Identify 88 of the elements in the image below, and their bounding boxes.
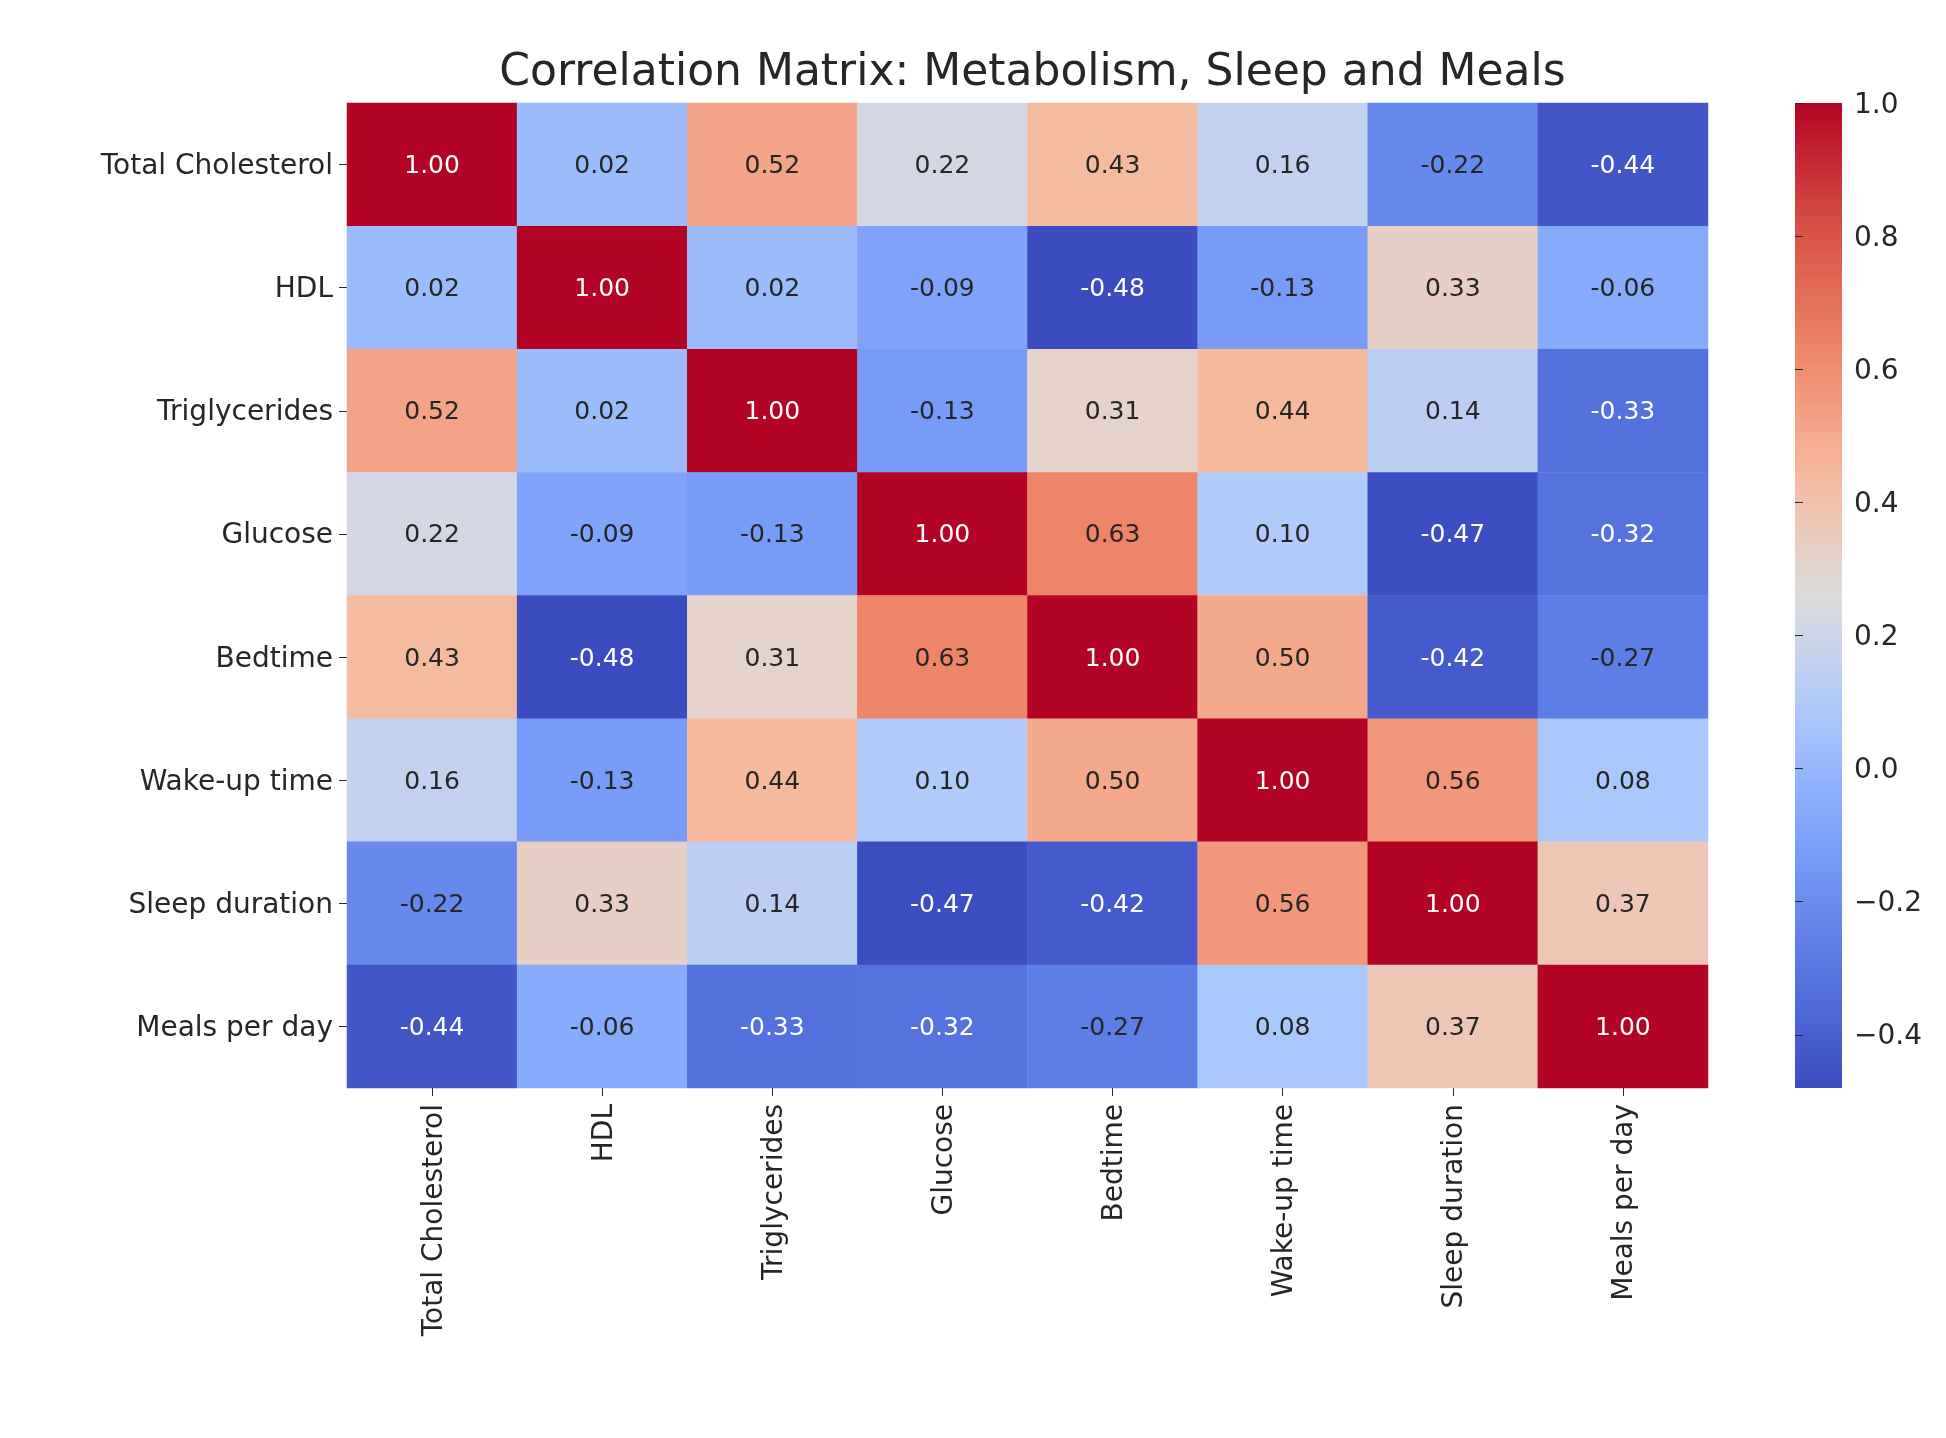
data-label: 0.56 [1254,888,1311,918]
data-label: 0.43 [1084,150,1141,180]
data-label: -0.48 [1080,273,1145,303]
data-label: 1.00 [574,273,631,303]
data-label: 0.14 [1424,396,1481,426]
data-label: 0.43 [404,642,460,672]
data-label: -0.42 [1420,642,1486,672]
data-label: 1.00 [914,519,971,549]
color-bar-label: −0.4 [1854,1018,1922,1052]
data-label: 0.14 [744,888,801,918]
data-label: -0.32 [1590,519,1656,549]
data-label: 0.44 [744,765,801,795]
y-tick-label: Total Cholesterol [99,148,333,182]
data-label: 0.31 [1084,396,1141,426]
data-label: 0.22 [914,150,971,180]
data-label: -0.13 [1250,273,1316,303]
data-label: 0.63 [1084,519,1141,549]
data-label: 0.50 [1254,642,1311,672]
data-label: -0.22 [1420,150,1486,180]
data-label: -0.22 [399,888,465,918]
color-bar-label: 0.4 [1854,485,1899,519]
data-label: 1.00 [404,150,460,180]
data-label: 0.10 [914,765,971,795]
data-label: 0.33 [574,888,631,918]
data-label: -0.13 [569,765,635,795]
y-tick-label: Bedtime [215,640,333,674]
data-label: 0.02 [744,273,801,303]
data-label: 0.08 [1595,765,1651,795]
y-tick-label: Sleep duration [128,886,333,920]
data-label: -0.33 [739,1011,805,1041]
data-label: -0.27 [1080,1011,1145,1041]
data-label: 0.02 [574,396,631,426]
data-label: 0.10 [1254,519,1311,549]
x-tick-label: HDL [585,1103,619,1163]
x-tick-label: Glucose [925,1104,959,1216]
color-bar-label: 0.0 [1854,752,1899,786]
data-label: 0.02 [404,273,460,303]
color-bar-label: 0.8 [1854,219,1899,253]
data-label: -0.32 [910,1011,975,1041]
color-bar-label: 1.0 [1854,86,1899,120]
data-label: -0.13 [910,396,975,426]
data-label: 0.33 [1424,273,1481,303]
data-label: 0.31 [744,642,801,672]
data-label: -0.06 [569,1011,635,1041]
data-label: 0.37 [1595,888,1651,918]
data-label: 0.50 [1084,765,1141,795]
data-label: -0.44 [1590,150,1656,180]
x-tick-label: Meals per day [1606,1104,1640,1301]
color-bar-label: −0.2 [1854,885,1922,919]
data-label: 0.16 [1254,150,1311,180]
y-tick-label: Glucose [221,517,333,551]
data-label: -0.47 [910,888,975,918]
data-label: 0.02 [574,150,631,180]
data-label: -0.06 [1590,273,1656,303]
data-label: 1.00 [1084,642,1141,672]
data-label: 0.56 [1424,765,1481,795]
data-label: 0.63 [914,642,971,672]
y-tick-label: Triglycerides [156,394,333,428]
data-label: 0.52 [404,396,460,426]
color-bar-label: 0.6 [1854,352,1899,386]
data-label: 0.37 [1424,1011,1481,1041]
data-label: 0.44 [1254,396,1311,426]
y-tick-label: Meals per day [136,1009,333,1043]
data-label: 0.52 [744,150,801,180]
data-label: 0.22 [404,519,460,549]
data-label: -0.09 [569,519,635,549]
x-tick-label: Bedtime [1096,1104,1130,1222]
data-label: -0.48 [569,642,635,672]
data-label: -0.33 [1590,396,1656,426]
data-label: -0.47 [1420,519,1486,549]
y-tick-label: HDL [274,271,334,305]
x-tick-label: Sleep duration [1436,1104,1470,1309]
data-label: -0.13 [739,519,805,549]
chart-title: Correlation Matrix: Metabolism, Sleep and Meals [499,43,1566,95]
data-label: 1.00 [1595,1011,1651,1041]
data-label: -0.44 [399,1011,465,1041]
data-label: 1.00 [1254,765,1311,795]
data-label: -0.42 [1080,888,1145,918]
y-tick-label: Wake-up time [139,763,333,797]
data-label: -0.27 [1590,642,1656,672]
data-label: 1.00 [744,396,801,426]
data-label: -0.09 [910,273,975,303]
data-label: 0.08 [1254,1011,1311,1041]
x-tick-label: Triglycerides [755,1104,789,1281]
data-label: 0.16 [404,765,460,795]
x-tick-label: Wake-up time [1266,1104,1300,1298]
color-bar-label: 0.2 [1854,618,1899,652]
data-label: 1.00 [1424,888,1481,918]
